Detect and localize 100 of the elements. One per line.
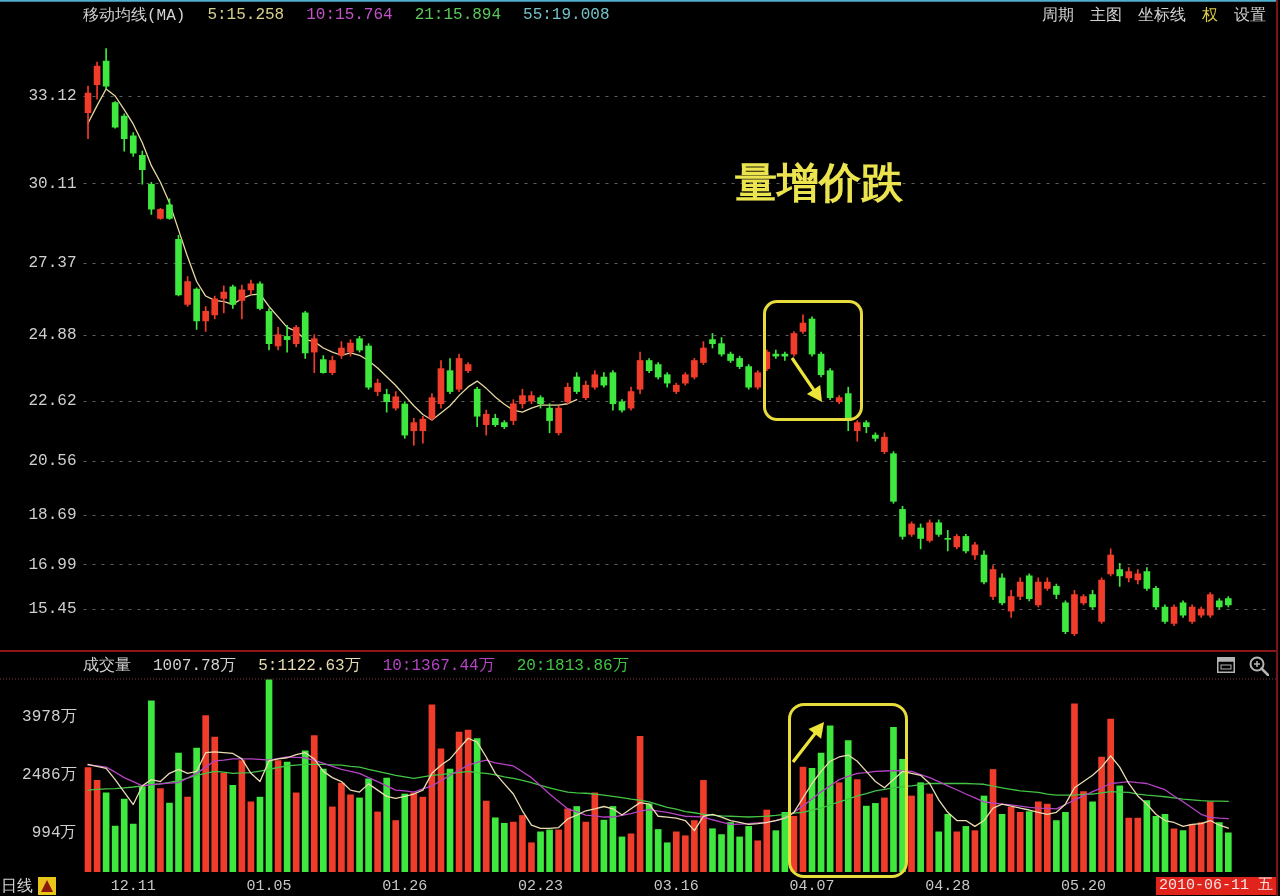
annotation: 坐标线 — [1138, 5, 1186, 26]
bar — [193, 747, 200, 872]
chart-title: 成交量 — [83, 655, 131, 676]
bar — [519, 815, 526, 872]
y-tick-label: 994万 — [31, 824, 77, 843]
y-tick-label: 2486万 — [22, 766, 77, 785]
bar — [356, 797, 363, 872]
y-tick-label: 3978万 — [22, 708, 77, 727]
x-tick-label: 12.11 — [110, 877, 156, 895]
bar — [320, 768, 327, 872]
bar — [537, 831, 544, 872]
bar — [1071, 703, 1078, 872]
bar — [1089, 801, 1096, 872]
bar — [573, 806, 581, 872]
bar — [564, 808, 572, 872]
bar — [166, 802, 173, 872]
bar — [926, 793, 934, 872]
candlestick — [283, 325, 291, 353]
bar — [329, 806, 336, 872]
y-tick-label: 20.56 — [28, 451, 77, 470]
text: 5:1122.63万 — [258, 655, 361, 676]
bar — [491, 817, 499, 872]
bar — [881, 797, 888, 872]
bar — [763, 809, 771, 872]
bar — [1034, 801, 1042, 872]
text: 日线 — [1, 876, 33, 895]
annotation: 周期 — [1042, 5, 1074, 26]
bar — [627, 833, 635, 872]
x-tick-label: 04.28 — [925, 877, 971, 895]
bar — [1134, 817, 1142, 872]
candlestick — [944, 530, 952, 552]
bar — [1116, 785, 1124, 872]
bar — [1062, 812, 1069, 872]
y-tick-label: 16.99 — [28, 555, 77, 574]
bar — [971, 830, 979, 872]
bar — [1007, 806, 1015, 872]
bar — [1179, 830, 1187, 872]
bar — [682, 835, 689, 872]
bar — [582, 821, 590, 872]
bar — [1053, 820, 1060, 872]
bar — [175, 752, 182, 872]
x-tick-label: 03.16 — [653, 877, 699, 895]
bar — [1098, 756, 1105, 872]
bar — [1016, 812, 1024, 872]
bar — [754, 840, 762, 872]
bar — [546, 829, 553, 872]
x-tick-label: 05.20 — [1061, 877, 1107, 895]
annotation: 主图 — [1090, 5, 1122, 26]
bar — [654, 829, 662, 872]
bar — [365, 778, 372, 872]
text: 设置 — [1234, 5, 1266, 26]
bar — [120, 798, 128, 872]
annotation: 10:15.764 — [306, 6, 393, 24]
bar — [709, 828, 716, 872]
bar — [1080, 791, 1087, 872]
bar — [663, 842, 671, 872]
bar — [184, 796, 191, 872]
bar — [383, 777, 391, 872]
bar — [211, 736, 219, 872]
bar — [220, 772, 228, 872]
bar — [482, 800, 490, 872]
y-tick-label: 18.69 — [28, 506, 77, 525]
bar — [908, 795, 915, 872]
bar — [953, 831, 961, 872]
bar — [718, 834, 725, 872]
bar — [1170, 828, 1178, 872]
bar — [917, 782, 924, 872]
bar — [998, 813, 1006, 872]
bar — [247, 801, 255, 872]
x-tick-label: 01.26 — [382, 877, 428, 895]
bar — [555, 829, 562, 872]
bar — [510, 821, 517, 872]
bar — [853, 779, 861, 872]
y-tick-label: 33.12 — [28, 87, 77, 106]
bar — [473, 738, 481, 872]
bar — [736, 836, 743, 872]
bar — [591, 792, 599, 872]
bar — [745, 826, 753, 872]
x-tick-label: 04.07 — [789, 877, 835, 895]
bar — [501, 822, 508, 872]
bar — [890, 727, 897, 872]
bar — [1224, 832, 1232, 872]
bar — [347, 794, 354, 872]
bar — [301, 750, 309, 872]
bar — [1107, 718, 1115, 872]
y-tick-label: 22.62 — [28, 392, 77, 411]
y-tick-label: 27.37 — [28, 254, 77, 273]
bar — [600, 819, 608, 872]
bar — [772, 830, 780, 872]
y-tick-label: 15.45 — [28, 600, 77, 619]
bar — [691, 820, 698, 872]
bar — [202, 715, 210, 872]
bar — [1152, 815, 1160, 872]
bar — [844, 740, 852, 872]
bar — [528, 842, 535, 872]
bar — [256, 796, 264, 872]
bar — [1125, 817, 1133, 872]
bar — [1025, 811, 1033, 872]
y-tick-label: 24.88 — [28, 326, 77, 345]
text: 20:1813.86万 — [516, 655, 629, 676]
